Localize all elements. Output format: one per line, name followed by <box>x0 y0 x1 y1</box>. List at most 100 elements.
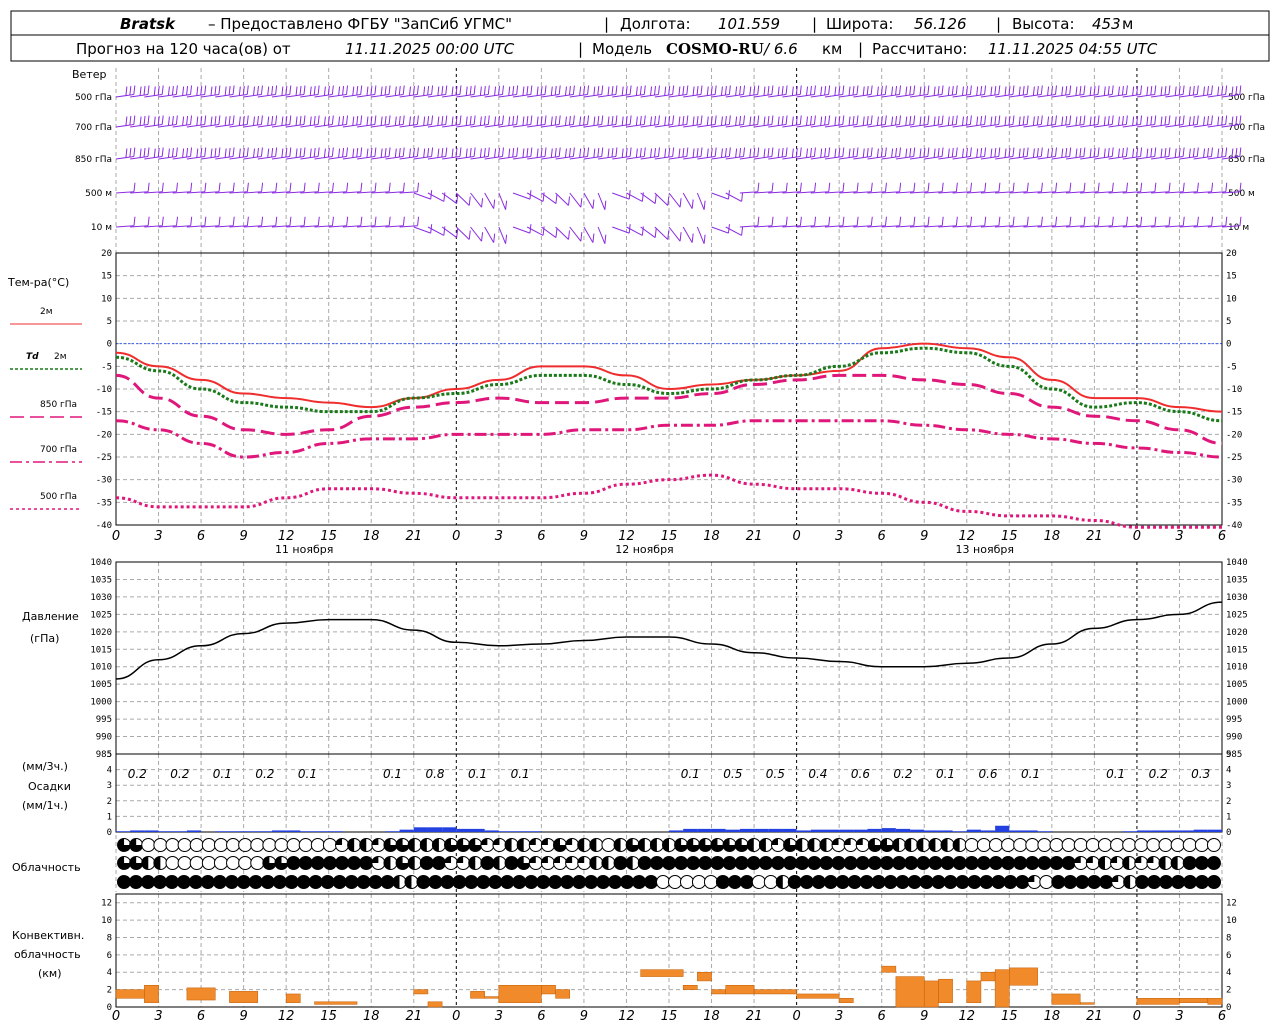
cloud-symbol-fill <box>129 856 143 870</box>
wind-barb-flag <box>1164 85 1167 96</box>
wind-barb-flag <box>615 147 618 157</box>
wind-barb-flag <box>862 86 865 96</box>
wind-barb-flag <box>1150 147 1153 158</box>
wind-barb-flag <box>228 85 231 96</box>
wind-barb-flag <box>516 147 519 157</box>
hour-label: 3 <box>495 1009 503 1024</box>
cloud-symbol <box>637 856 652 870</box>
wind-barb <box>1108 155 1127 160</box>
wind-barb-flag <box>720 148 723 158</box>
wind-barb-flag <box>182 86 185 96</box>
wind-barb <box>654 123 673 128</box>
wind-barb-flag <box>246 147 249 157</box>
cloud-symbol-fill <box>153 856 161 870</box>
precip-bar <box>1023 830 1038 832</box>
hour-label: 21 <box>405 1009 422 1024</box>
wind-barb-flag <box>481 232 484 242</box>
wind-barb-flag <box>720 116 723 126</box>
wind-barb-flag <box>601 85 604 95</box>
wind-barb <box>115 123 134 128</box>
wind-barb-flag <box>1069 182 1072 192</box>
hour-label: 3 <box>835 1009 843 1024</box>
cloud-symbol <box>416 875 431 889</box>
wind-barb-flag <box>232 115 235 125</box>
wind-barb <box>654 192 669 206</box>
wind-barb <box>782 225 801 228</box>
wind-barb-flag <box>356 85 359 96</box>
convective-bar <box>484 996 500 999</box>
wind-barb-flag <box>143 147 146 158</box>
hour-label: 6 <box>878 1009 886 1024</box>
wind-barb <box>966 93 985 98</box>
wind-barb-flag <box>941 182 944 192</box>
wind-barb <box>1023 123 1042 128</box>
cloud-symbol <box>620 875 635 889</box>
wind-barb-flag <box>1054 147 1057 157</box>
wind-barb-flag <box>443 226 446 236</box>
wind-barb-flag <box>763 116 766 126</box>
wind-barb-flag <box>728 147 731 157</box>
wind-barb-flag <box>980 85 983 96</box>
wind-barb-flag <box>820 86 823 96</box>
cloud-symbol <box>811 875 826 889</box>
wind-barb-flag <box>884 182 887 192</box>
legend-label: 500 гПа <box>40 492 77 502</box>
wind-barb-flag <box>167 116 170 126</box>
wind-barb-flag <box>828 182 831 192</box>
precip-bar <box>697 828 712 832</box>
y-tick-label: -5 <box>1226 362 1237 372</box>
wind-barb-flag <box>692 116 695 126</box>
wind-barb-flag <box>941 216 944 226</box>
wind-barb-flag <box>781 147 784 158</box>
cloud-symbol-fill <box>577 856 585 863</box>
precip-bar <box>314 831 329 832</box>
wind-barb-flag <box>965 85 968 96</box>
cloud-symbol <box>419 856 434 870</box>
wind-barb-flag <box>309 86 312 96</box>
wind-barb-flag <box>147 147 150 157</box>
hour-label: 15 <box>320 529 337 544</box>
wind-barb <box>300 191 319 194</box>
y-tick-label: 5 <box>1226 317 1231 327</box>
wind-barb-flag <box>686 85 689 95</box>
cloud-symbol <box>751 875 766 889</box>
wind-barb-flag <box>1154 115 1157 125</box>
wind-barb <box>328 225 347 228</box>
wind-barb <box>612 123 631 128</box>
wind-barb <box>1037 155 1056 160</box>
wind-barb <box>1108 225 1127 228</box>
cloud-symbol <box>284 875 299 889</box>
wind-barb-flag <box>196 116 199 126</box>
wind-barb-flag <box>161 147 164 157</box>
wind-barb-flag <box>572 115 575 125</box>
wind-barb-flag <box>431 147 434 157</box>
wind-barb-flag <box>1132 86 1135 96</box>
wind-barb-flag <box>1150 115 1153 126</box>
wind-barb <box>626 192 643 202</box>
cloud-symbol-fill <box>1134 856 1142 863</box>
wind-barb <box>1136 155 1155 160</box>
wind-barb-flag <box>175 182 178 192</box>
wind-level-label: 10 м <box>91 223 112 233</box>
wind-barb-flag <box>196 86 199 96</box>
wind-barb <box>640 123 659 128</box>
wind-barb <box>158 225 177 228</box>
precip-bar <box>1037 831 1052 832</box>
wind-barb-flag <box>568 85 571 96</box>
cloud-symbol <box>1183 875 1198 889</box>
cloud-symbol <box>286 838 301 852</box>
precip-3h-value: 0.6 <box>978 767 997 781</box>
cloud-symbol <box>979 875 994 889</box>
wind-barb-flag <box>147 115 150 125</box>
cloud-symbol-fill <box>819 838 827 852</box>
wind-barb <box>910 191 929 194</box>
wind-barb <box>682 192 693 209</box>
wind-barb-flag <box>394 148 397 158</box>
wind-barb <box>314 191 333 194</box>
wind-barb-flag <box>607 116 610 126</box>
wind-barb <box>243 191 262 194</box>
wind-barb <box>725 155 744 160</box>
wind-barb-flag <box>564 86 567 96</box>
wind-barb <box>1221 123 1240 128</box>
precip-bar <box>1193 829 1208 832</box>
